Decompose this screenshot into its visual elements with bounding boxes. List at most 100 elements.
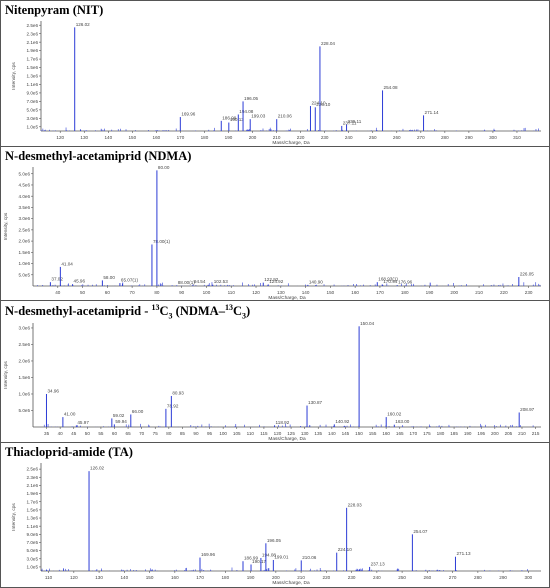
x-axis-label: Mass/Charge, Da xyxy=(272,580,310,586)
y-tick-label: 1.0e6 xyxy=(19,392,31,397)
peak-label: 170.94 xyxy=(383,279,397,284)
x-tick-label: 280 xyxy=(474,575,482,580)
peak-label: 102.53 xyxy=(214,279,228,284)
y-tick-label: 2.0e6 xyxy=(19,359,31,364)
x-tick-label: 190 xyxy=(464,431,472,436)
panel-thiacloprid-amide: Thiacloprid-amide (TA) 110 120 130 140 150 16… xyxy=(1,443,549,587)
x-tick-label: 220 xyxy=(500,290,508,295)
peak-label: 94.54 xyxy=(194,279,206,284)
peak-label: 271.14 xyxy=(425,110,439,115)
y-tick-label: 3.0e5 xyxy=(27,116,39,121)
x-tick-label: 130 xyxy=(80,135,88,140)
x-tick-label: 215 xyxy=(532,431,540,436)
peak-label: 150.04 xyxy=(360,321,374,326)
x-axis-label: Mass/Charge, Da xyxy=(268,436,306,442)
x-tick-label: 170 xyxy=(376,290,384,295)
x-tick-label: 120 xyxy=(274,431,282,436)
mass-spectrum-thiacloprid-amide: 110 120 130 140 150 160 170 180 190 200 210 220 230 2… xyxy=(11,463,541,586)
x-tick-label: 110 xyxy=(228,290,236,295)
x-tick-label: 95 xyxy=(207,431,213,436)
peak-label: 237.11 xyxy=(343,120,357,125)
x-tick-label: 120 xyxy=(252,290,260,295)
peak-label: 226.10 xyxy=(316,102,330,107)
peak-label: 66.00 xyxy=(132,409,144,414)
x-tick-label: 210 xyxy=(273,135,281,140)
y-tick-label: 1.9e6 xyxy=(27,48,39,53)
x-tick-label: 60 xyxy=(112,431,118,436)
x-tick-label: 210 xyxy=(297,575,305,580)
y-axis-label: Intensity, cps xyxy=(3,212,9,240)
peak-label: 208.97 xyxy=(520,407,534,412)
peak-label: 237.13 xyxy=(371,561,385,566)
peak-label: 124.92 xyxy=(269,279,283,284)
x-tick-label: 160 xyxy=(382,431,390,436)
x-tick-label: 280 xyxy=(441,135,449,140)
x-tick-label: 190 xyxy=(426,290,434,295)
y-tick-label: 2.5e6 xyxy=(19,342,31,347)
peak-label: 126.02 xyxy=(76,22,90,27)
x-tick-label: 120 xyxy=(70,575,78,580)
x-tick-label: 135 xyxy=(314,431,322,436)
y-tick-label: 2.5e6 xyxy=(19,227,31,232)
peak-label: 163.00 xyxy=(395,419,409,424)
peak-label: 226.05 xyxy=(520,272,534,277)
x-tick-label: 260 xyxy=(424,575,432,580)
x-tick-label: 210 xyxy=(518,431,526,436)
peak-label: 224.10 xyxy=(338,547,352,552)
y-tick-label: 1.3e6 xyxy=(27,74,39,79)
x-tick-label: 180 xyxy=(222,575,230,580)
x-tick-label: 300 xyxy=(489,135,497,140)
peak-label: 41.04 xyxy=(61,261,73,266)
x-tick-label: 130 xyxy=(301,431,309,436)
x-tick-label: 185 xyxy=(450,431,458,436)
x-tick-label: 150 xyxy=(327,290,335,295)
y-tick-label: 2.5e6 xyxy=(27,467,39,472)
x-axis-label: Mass/Charge, Da xyxy=(268,295,306,301)
peak-label: 224.10 xyxy=(311,101,325,106)
x-tick-label: 140 xyxy=(104,135,112,140)
peak-label: 59.02 xyxy=(113,413,125,418)
y-tick-label: 7.0e5 xyxy=(27,99,39,104)
x-tick-label: 55 xyxy=(98,431,104,436)
peak-label: 160.02 xyxy=(387,412,401,417)
y-tick-label: 3.0e6 xyxy=(19,216,31,221)
peak-label: 210.06 xyxy=(302,555,316,560)
mass-spectrum-ndma: 40 50 60 70 80 90 100 110 120 130 140 150 160 170 180 1… xyxy=(3,165,541,301)
peak-label: 190.13 xyxy=(230,117,244,122)
panel-ndma-13c3: N-desmethyl-acetamiprid - 13C3 (NDMA–13C… xyxy=(1,301,549,443)
x-tick-label: 140 xyxy=(328,431,336,436)
peak-label: 45.96 xyxy=(74,279,86,284)
y-tick-label: 4.5e6 xyxy=(19,183,31,188)
x-tick-label: 205 xyxy=(505,431,513,436)
y-axis-label: Intensity, cps xyxy=(11,503,17,531)
peak-label: 34.96 xyxy=(47,388,59,393)
x-tick-label: 65 xyxy=(126,431,132,436)
peak-label: 45.97 xyxy=(77,420,89,425)
x-tick-label: 250 xyxy=(398,575,406,580)
x-tick-label: 150 xyxy=(355,431,363,436)
peak-label: 80.93 xyxy=(172,390,184,395)
y-tick-label: 2.5e6 xyxy=(27,23,39,28)
peak-label: 186.99 xyxy=(222,115,236,120)
x-tick-label: 80 xyxy=(166,431,172,436)
x-axis-label: Mass/Charge, Da xyxy=(272,140,310,146)
x-tick-label: 240 xyxy=(373,575,381,580)
mass-spectrum-ndma-13c3: 35 40 45 50 55 60 65 70 75 80 85 90 95 100 105 110 115 12… xyxy=(3,321,541,442)
x-tick-label: 160 xyxy=(153,135,161,140)
peak-label: 190.17 xyxy=(252,559,266,564)
x-tick-label: 195 xyxy=(477,431,485,436)
peak-label: 199.03 xyxy=(251,114,265,119)
panel-title: Nitenpyram (NIT) xyxy=(5,3,104,17)
mass-spectrum-nitenpyram: 120 130 140 150 160 170 180 190 200 210 220 230 240 2… xyxy=(11,21,541,146)
x-tick-label: 230 xyxy=(348,575,356,580)
y-tick-label: 1.1e6 xyxy=(27,82,39,87)
x-tick-label: 110 xyxy=(247,431,255,436)
peak-label: 169.96 xyxy=(181,112,195,117)
x-tick-label: 170 xyxy=(196,575,204,580)
y-tick-label: 1.0e5 xyxy=(27,565,39,570)
x-tick-label: 50 xyxy=(85,431,91,436)
y-tick-label: 2.0e6 xyxy=(19,239,31,244)
y-tick-label: 2.3e6 xyxy=(27,475,39,480)
x-tick-label: 220 xyxy=(323,575,331,580)
